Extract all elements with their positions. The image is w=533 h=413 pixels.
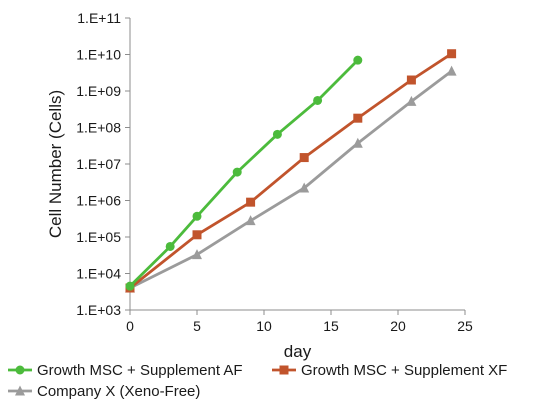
series-line <box>129 52 453 290</box>
x-tick-label: 5 <box>193 318 201 334</box>
data-point-square <box>246 197 256 207</box>
x-tick-label: 10 <box>256 318 272 334</box>
data-point-circle <box>232 167 242 177</box>
y-tick-label: 1.E+06 <box>76 193 121 209</box>
data-point-square <box>447 49 457 59</box>
y-tick-label: 1.E+10 <box>76 47 121 63</box>
x-tick-label: 20 <box>390 318 406 334</box>
x-axis-ticks: 0 5 10 15 20 25 <box>126 310 473 334</box>
series-group <box>125 49 457 293</box>
data-point-triangle <box>352 137 363 148</box>
data-point-circle <box>272 129 282 139</box>
data-point-circle <box>313 95 323 105</box>
y-tick-label: 1.E+11 <box>77 10 121 26</box>
y-tick-label: 1.E+04 <box>76 266 121 282</box>
data-point-square <box>406 75 416 85</box>
y-axis-ticks: 1.E+03 1.E+04 1.E+05 1.E+06 1.E+07 1.E+08 1.E+… <box>76 10 130 318</box>
legend-swatch-marker <box>15 365 25 375</box>
y-tick-label: 1.E+09 <box>76 83 121 99</box>
legend-swatch-marker <box>279 365 289 375</box>
data-point-triangle <box>406 95 417 106</box>
series-square <box>125 49 457 293</box>
y-axis-title: Cell Number (Cells) <box>46 90 65 238</box>
x-axis-title: day <box>284 342 312 361</box>
data-point-triangle <box>446 65 457 76</box>
data-point-triangle <box>299 182 310 193</box>
series-line <box>129 70 453 290</box>
data-point-circle <box>353 55 363 65</box>
series-triangle <box>125 65 457 293</box>
legend: Growth MSC + Supplement AF Growth MSC + S… <box>8 362 507 400</box>
y-tick-label: 1.E+03 <box>76 302 121 318</box>
data-point-square <box>299 153 309 163</box>
legend-item: Growth MSC + Supplement XF <box>272 362 507 379</box>
data-point-triangle <box>192 249 202 260</box>
legend-label: Company X (Xeno-Free) <box>37 383 200 400</box>
data-point-square <box>353 113 363 123</box>
data-point-triangle <box>245 215 256 226</box>
legend-label: Growth MSC + Supplement XF <box>301 362 507 379</box>
data-point-circle <box>125 281 135 291</box>
y-tick-label: 1.E+05 <box>76 229 121 245</box>
legend-swatch-marker <box>15 385 25 396</box>
data-point-square <box>192 230 202 240</box>
y-tick-label: 1.E+07 <box>76 156 121 172</box>
x-tick-label: 25 <box>457 318 473 334</box>
legend-label: Growth MSC + Supplement AF <box>37 362 243 379</box>
legend-item: Company X (Xeno-Free) <box>8 383 200 400</box>
data-point-circle <box>165 241 175 251</box>
data-point-circle <box>192 211 202 221</box>
legend-item: Growth MSC + Supplement AF <box>8 362 243 379</box>
series-circle <box>125 55 363 291</box>
x-tick-label: 15 <box>323 318 339 334</box>
y-tick-label: 1.E+08 <box>76 120 121 136</box>
x-tick-label: 0 <box>126 318 134 334</box>
